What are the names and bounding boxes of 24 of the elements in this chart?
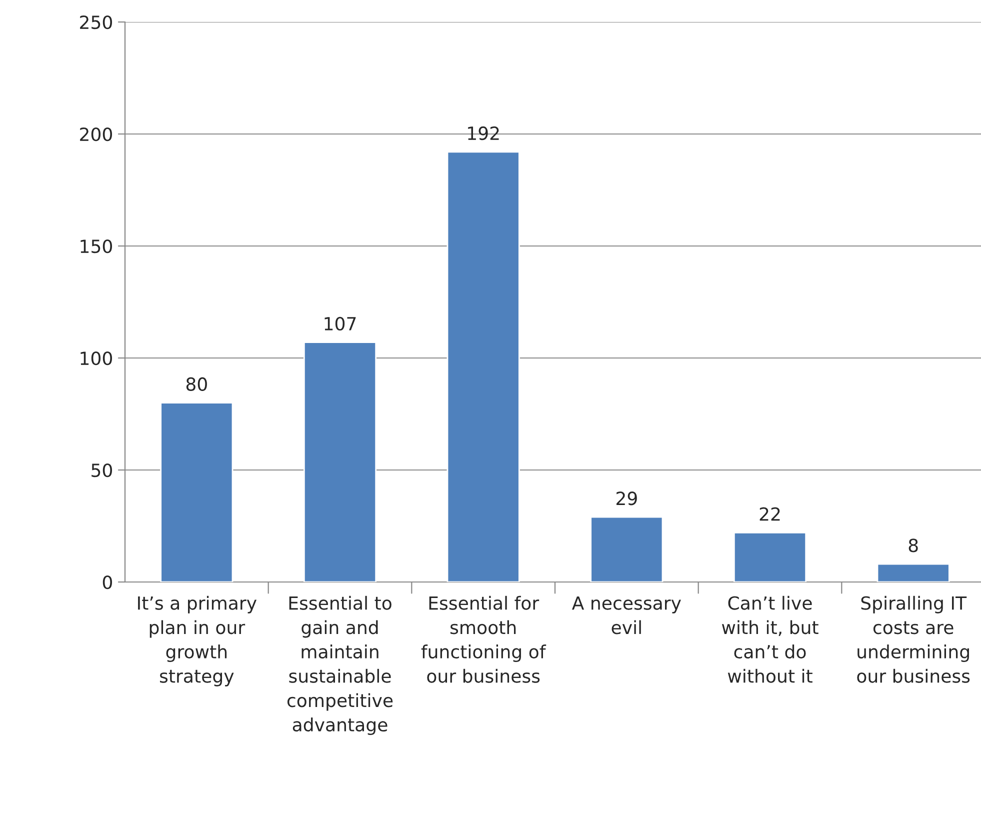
- y-tick-label: 50: [92, 463, 112, 478]
- data-label: 29: [616, 492, 637, 506]
- x-tick-label: Essential to gain and maintain sustainable competitive advantage: [287, 596, 393, 736]
- y-tick-label: 150: [80, 239, 112, 254]
- bar: [733, 532, 807, 582]
- data-label: 80: [186, 377, 207, 391]
- data-label: 107: [324, 316, 356, 330]
- x-tick-label: Spiralling IT costs are undermining our business: [857, 596, 970, 683]
- data-label: 8: [908, 538, 918, 552]
- y-tick-label: 200: [80, 127, 112, 142]
- y-tick-label: 0: [102, 575, 112, 590]
- data-label: 22: [760, 507, 780, 521]
- x-tick-label: Essential for smooth functioning of our business: [421, 596, 546, 683]
- data-label: 192: [468, 126, 499, 140]
- bar: [876, 563, 950, 582]
- bar: [590, 516, 664, 582]
- bar: [160, 402, 234, 582]
- y-tick-label: 250: [80, 15, 112, 30]
- x-tick-label: Can’t live with it, but can’t do without it: [722, 596, 818, 683]
- x-tick-label: It’s a primary plan in our growth strategy: [138, 596, 257, 686]
- y-tick-label: 100: [80, 351, 112, 366]
- x-tick-label: A necessary evil: [572, 596, 681, 634]
- bar: [446, 151, 520, 582]
- bar: [303, 342, 377, 582]
